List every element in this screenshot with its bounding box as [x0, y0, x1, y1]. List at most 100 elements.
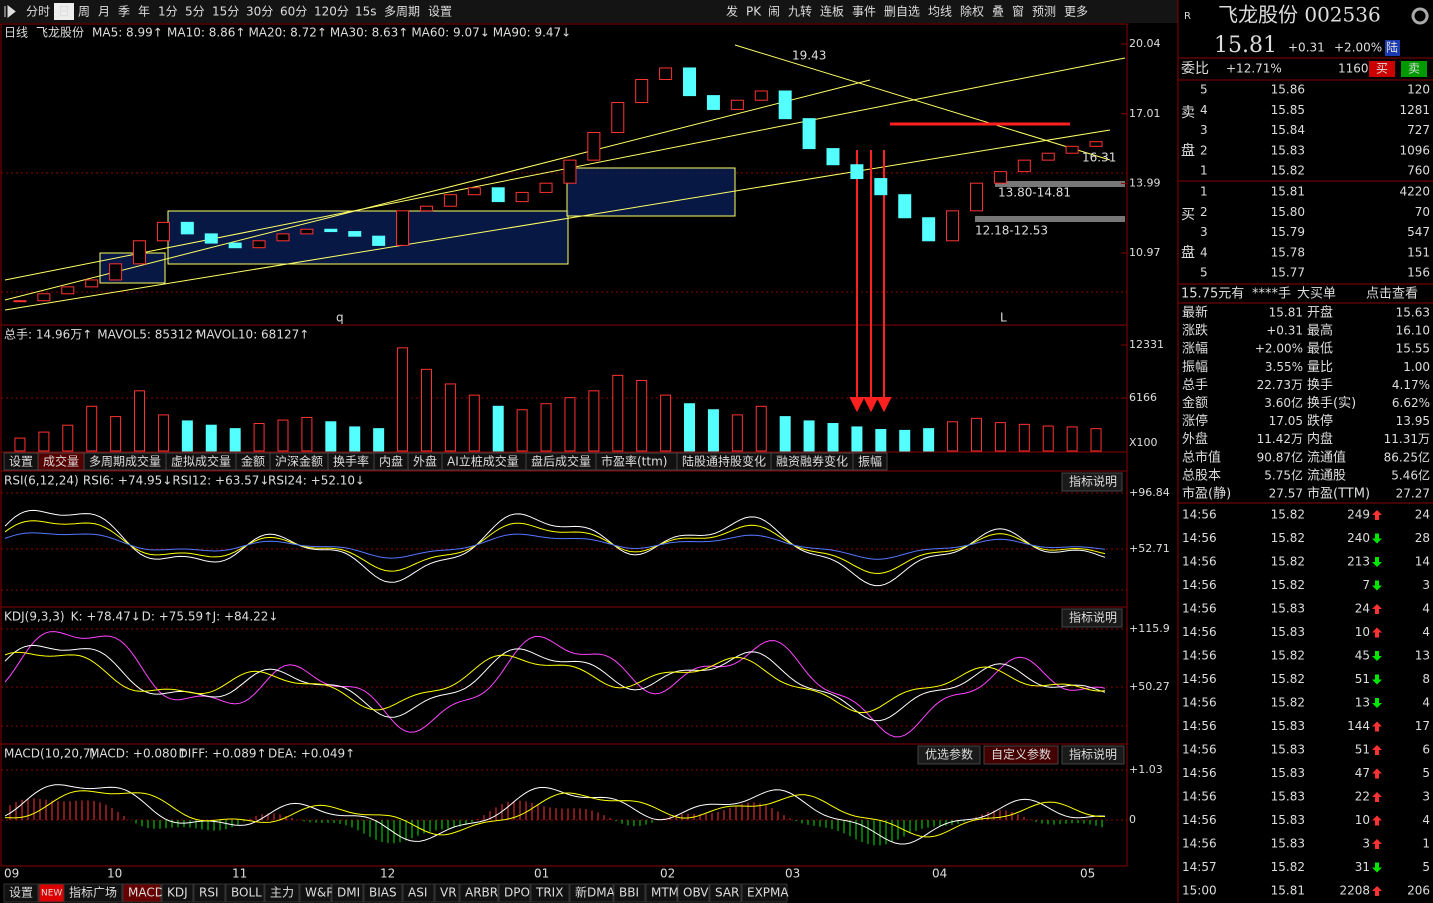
bottom-tab-label[interactable]: 设置: [9, 886, 33, 900]
toolbar-item[interactable]: 预测: [1032, 5, 1056, 19]
bottom-tab-label[interactable]: BBI: [619, 886, 639, 900]
bottom-tab[interactable]: [459, 883, 499, 903]
toolbar-item[interactable]: 更多: [1064, 5, 1088, 19]
help-button[interactable]: [1061, 608, 1123, 628]
bottom-tab[interactable]: [3, 883, 39, 903]
toolbar-item[interactable]: 事件: [852, 5, 876, 19]
bottom-tab-label[interactable]: MTM: [651, 886, 679, 900]
toolbar-item[interactable]: 窗: [1012, 5, 1024, 19]
bottom-tab[interactable]: [161, 883, 194, 903]
toolbar-item[interactable]: 15s: [355, 5, 377, 19]
tab-label[interactable]: 金额: [241, 454, 265, 469]
bottom-tab-label[interactable]: ASI: [408, 886, 427, 900]
bottom-tab[interactable]: [434, 883, 460, 903]
tab-label[interactable]: 沪深金额: [275, 454, 323, 469]
bottom-tab-label[interactable]: OBV: [683, 886, 709, 900]
macd-button-label[interactable]: 优选参数: [925, 747, 973, 762]
tab-label[interactable]: 成交量: [43, 454, 79, 469]
bottom-tab-label[interactable]: KDJ: [167, 886, 188, 900]
buy-btn[interactable]: [1369, 61, 1395, 77]
toolbar-item[interactable]: 闹: [768, 5, 780, 19]
toolbar-item[interactable]: 5分: [185, 5, 205, 19]
macd-button-label[interactable]: 自定义参数: [991, 747, 1051, 762]
bottom-tab-label[interactable]: ARBR: [465, 886, 498, 900]
bottom-tab-label[interactable]: NEW: [41, 889, 62, 899]
toolbar-item[interactable]: 120分: [314, 5, 349, 19]
bottom-tab-label[interactable]: BIAS: [369, 886, 397, 900]
tab-label[interactable]: 内盘: [379, 454, 403, 469]
bottom-tab-label[interactable]: BOLL: [231, 886, 262, 900]
bottom-tab-label[interactable]: 指标广场: [69, 885, 117, 900]
bottom-tab[interactable]: [402, 883, 435, 903]
toolbar-item[interactable]: 设置: [428, 5, 452, 19]
bottom-tab[interactable]: [193, 883, 226, 903]
buy-btn-label[interactable]: 买: [1376, 62, 1388, 76]
bottom-tab-label[interactable]: MACD: [128, 886, 164, 900]
help-button[interactable]: [1061, 472, 1123, 492]
big-order[interactable]: 点击查看: [1366, 286, 1418, 302]
macd-button[interactable]: [917, 745, 981, 765]
tab-label[interactable]: 虚拟成交量: [171, 454, 231, 469]
toolbar-item[interactable]: 季: [118, 5, 130, 19]
bottom-tab[interactable]: [63, 883, 123, 903]
toolbar-item[interactable]: 多周期: [384, 5, 420, 19]
toolbar-item[interactable]: 除权: [960, 4, 984, 19]
tab-label[interactable]: 市盈率(ttm): [601, 454, 667, 469]
toolbar-item[interactable]: 年: [138, 5, 150, 19]
bottom-tab[interactable]: [645, 883, 678, 903]
toolbar-item[interactable]: 周: [78, 5, 90, 19]
bottom-tab[interactable]: [331, 883, 364, 903]
bottom-tab[interactable]: [225, 883, 265, 903]
bottom-tab[interactable]: [498, 883, 531, 903]
bottom-tab-label[interactable]: 主力: [270, 886, 294, 900]
bottom-tab[interactable]: [530, 883, 570, 903]
toolbar-item[interactable]: 叠: [992, 5, 1004, 19]
bottom-tab[interactable]: [613, 883, 646, 903]
bottom-tab[interactable]: [264, 883, 300, 903]
toolbar-item[interactable]: 月: [98, 5, 110, 19]
bottom-tab[interactable]: [122, 883, 162, 903]
bottom-tab[interactable]: [741, 883, 788, 903]
tab-label[interactable]: 多周期成交量: [89, 454, 161, 469]
macd-button-label[interactable]: 指标说明: [1069, 747, 1117, 762]
tab-label[interactable]: AI立桩成交量: [447, 454, 519, 469]
bottom-tab-label[interactable]: DMI: [337, 886, 360, 900]
tab-label[interactable]: 融资融券变化: [776, 454, 848, 469]
toolbar-item[interactable]: 60分: [280, 5, 307, 19]
tab-label[interactable]: 陆股通持股变化: [682, 454, 766, 469]
tab-label[interactable]: 振幅: [858, 454, 882, 469]
bottom-tab-label[interactable]: SAR: [715, 886, 739, 900]
toolbar-item[interactable]: 九转: [788, 4, 812, 19]
bottom-tab-label[interactable]: TRIX: [535, 886, 563, 900]
help-label[interactable]: 指标说明: [1069, 474, 1117, 489]
tab-label[interactable]: 设置: [9, 455, 33, 469]
tab-label[interactable]: 盘后成交量: [531, 454, 591, 469]
toolbar-item[interactable]: 删自选: [884, 5, 920, 19]
bottom-tab-label[interactable]: EXPMA: [747, 886, 789, 900]
toolbar-item[interactable]: 30分: [246, 5, 273, 19]
macd-button[interactable]: [983, 745, 1059, 765]
toolbar-item[interactable]: 日: [58, 5, 70, 19]
toolbar-item[interactable]: 发: [726, 4, 738, 19]
bottom-tab[interactable]: [709, 883, 742, 903]
bottom-tab[interactable]: [363, 883, 403, 903]
bottom-tab-label[interactable]: 新DMA: [575, 885, 616, 900]
bottom-tab-label[interactable]: DPO: [504, 886, 530, 900]
toolbar-item[interactable]: 1分: [158, 5, 178, 19]
toolbar-item[interactable]: 连板: [820, 4, 844, 19]
bottom-tab[interactable]: [677, 883, 710, 903]
help-label[interactable]: 指标说明: [1069, 610, 1117, 625]
sell-btn-label[interactable]: 卖: [1408, 62, 1420, 76]
tab-label[interactable]: 外盘: [413, 454, 437, 469]
bottom-tab[interactable]: [299, 883, 332, 903]
toolbar-item[interactable]: 15分: [212, 5, 239, 19]
macd-button[interactable]: [1061, 745, 1125, 765]
bottom-tab-label[interactable]: RSI: [199, 886, 219, 900]
sell-btn[interactable]: [1401, 61, 1427, 77]
tab-label[interactable]: 换手率: [333, 454, 369, 469]
bottom-tab-label[interactable]: W&R: [305, 886, 335, 900]
toolbar-item[interactable]: PK: [746, 5, 762, 19]
bottom-tab[interactable]: [569, 883, 614, 903]
tab[interactable]: [852, 452, 888, 471]
toolbar-item[interactable]: 分时: [26, 5, 50, 19]
